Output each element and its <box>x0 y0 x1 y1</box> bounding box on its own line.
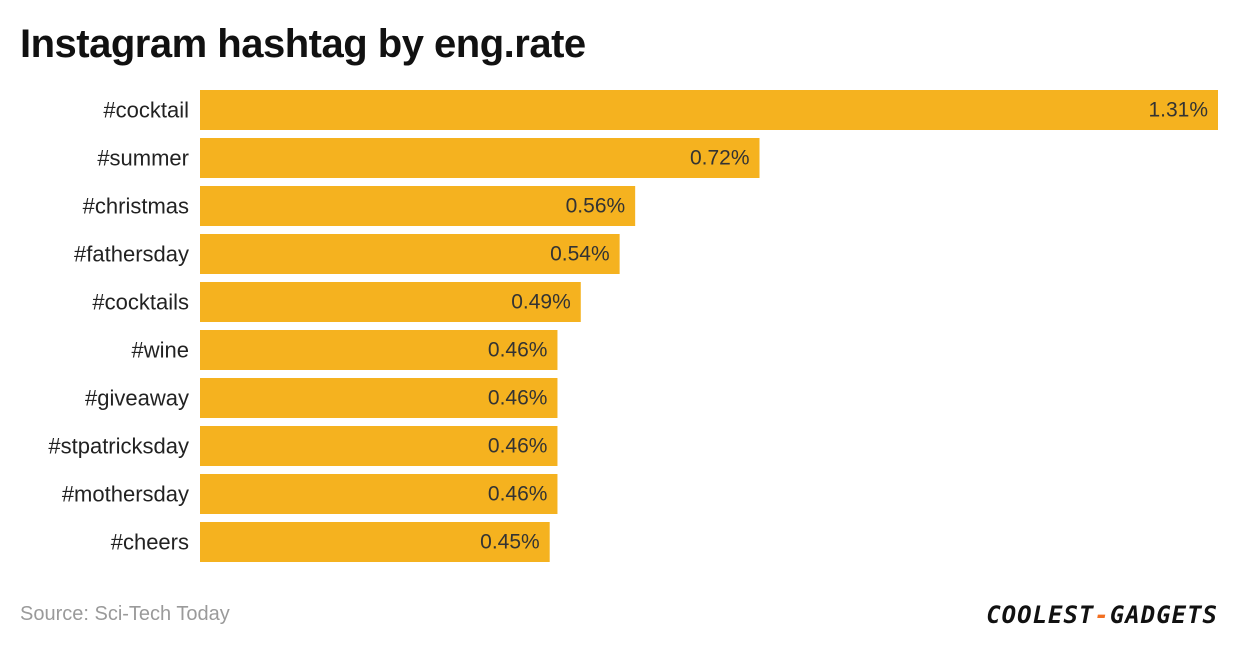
category-label: #mothersday <box>62 482 189 507</box>
bar-stpatricksday <box>200 426 558 466</box>
bar-giveaway <box>200 378 558 418</box>
category-label: #cocktails <box>92 290 189 315</box>
bar-cheers <box>200 522 550 562</box>
bar-cocktail <box>200 90 1218 130</box>
logo-part2: GADGETS <box>1109 601 1218 629</box>
category-label: #giveaway <box>85 386 189 411</box>
value-label: 0.46% <box>488 435 548 458</box>
logo-part1: COOLEST <box>986 601 1095 629</box>
source-note: Source: Sci-Tech Today <box>20 603 230 625</box>
value-label: 0.54% <box>550 243 610 266</box>
value-label: 1.31% <box>1148 99 1208 122</box>
category-label: #stpatricksday <box>48 434 189 459</box>
bar-wine <box>200 330 558 370</box>
bar-fathersday <box>200 234 620 274</box>
value-label: 0.46% <box>488 339 548 362</box>
value-label: 0.49% <box>511 291 571 314</box>
category-label: #fathersday <box>74 242 189 267</box>
chart-title: Instagram hashtag by eng.rate <box>20 22 586 66</box>
bar-summer <box>200 138 760 178</box>
category-label: #cheers <box>111 530 189 555</box>
value-label: 0.56% <box>566 195 626 218</box>
category-label: #cocktail <box>103 98 189 123</box>
value-label: 0.46% <box>488 387 548 410</box>
category-label: #wine <box>132 338 189 363</box>
value-label: 0.72% <box>690 147 750 170</box>
category-label: #christmas <box>83 194 189 219</box>
value-label: 0.46% <box>488 483 548 506</box>
bar-christmas <box>200 186 636 226</box>
logo-dash: - <box>1094 601 1110 629</box>
bar-cocktails <box>200 282 581 322</box>
value-label: 0.45% <box>480 531 540 554</box>
brand-logo: COOLEST-GADGETS <box>986 601 1218 629</box>
category-label: #summer <box>97 146 189 171</box>
bar-mothersday <box>200 474 558 514</box>
